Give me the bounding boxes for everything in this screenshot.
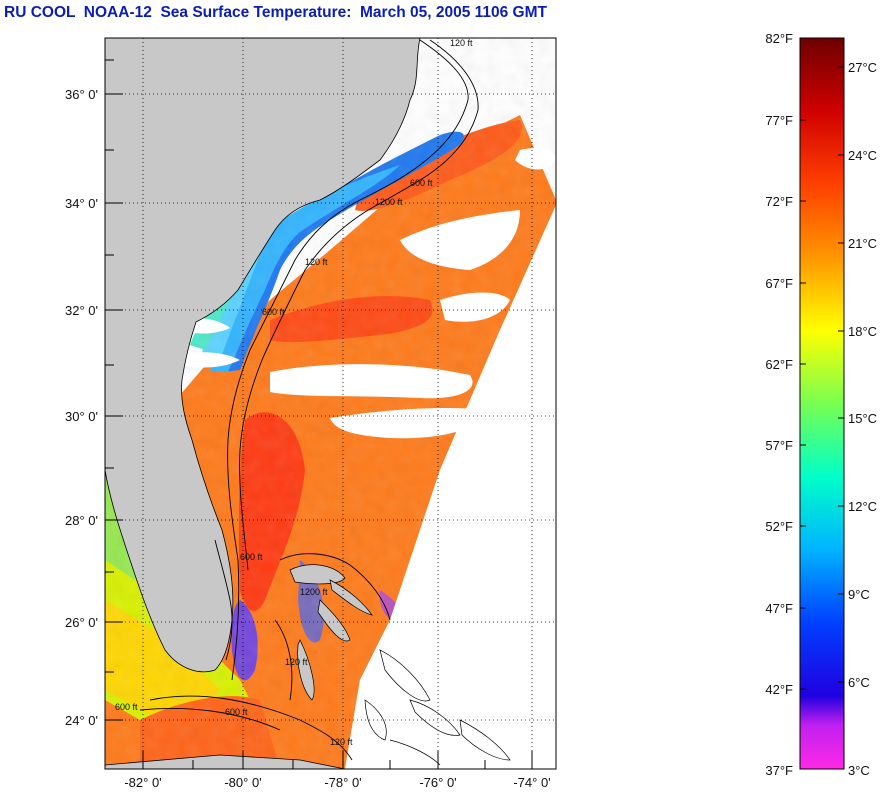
contour-label: 120 ft <box>330 737 353 747</box>
lat-label: 24° 0' <box>65 713 98 728</box>
axis-ticks <box>105 59 533 769</box>
contour-label: 600 ft <box>240 552 263 562</box>
lon-label: -82° 0' <box>124 775 161 790</box>
longitude-labels: -82° 0' -80° 0' -78° 0' -76° 0' -74° 0' <box>124 775 550 790</box>
cb-c-label: 12°C <box>848 499 877 514</box>
cb-c-label: 15°C <box>848 411 877 426</box>
cb-c-label: 27°C <box>848 60 877 75</box>
lon-label: -80° 0' <box>224 775 261 790</box>
contour-label: 1200 ft <box>375 197 403 207</box>
contour-label: 600 ft <box>410 178 433 188</box>
bahamas-islands <box>289 564 373 701</box>
colorbar-ticks <box>800 66 844 690</box>
contour-label: 600 ft <box>262 307 285 317</box>
lat-label: 28° 0' <box>65 513 98 528</box>
cb-f-label: 47°F <box>765 601 793 616</box>
contour-label: 120 ft <box>450 38 473 48</box>
land-mass <box>105 38 421 673</box>
cb-f-label: 57°F <box>765 438 793 453</box>
lat-label: 32° 0' <box>65 303 98 318</box>
contour-label: 120 ft <box>305 257 328 267</box>
map-title: RU COOL NOAA-12 Sea Surface Temperature:… <box>4 4 547 21</box>
contour-label: 120 ft <box>285 657 308 667</box>
cb-c-label: 21°C <box>848 236 877 251</box>
bathymetry-contours <box>139 39 479 761</box>
colorbar-celsius-labels: 27°C 24°C 21°C 18°C 15°C 12°C 9°C 6°C 3°… <box>848 60 877 778</box>
cb-f-label: 37°F <box>765 763 793 778</box>
contour-label: 600 ft <box>225 707 248 717</box>
cb-f-label: 67°F <box>765 276 793 291</box>
cb-c-label: 9°C <box>848 587 870 602</box>
lat-label: 36° 0' <box>65 87 98 102</box>
cb-f-label: 82°F <box>765 31 793 46</box>
colorbar-fahrenheit-labels: 82°F 77°F 72°F 67°F 62°F 57°F 52°F 47°F … <box>765 31 793 778</box>
cb-f-label: 42°F <box>765 682 793 697</box>
colorbar <box>799 37 845 770</box>
lon-label: -78° 0' <box>324 775 361 790</box>
cb-c-label: 3°C <box>848 763 870 778</box>
map-frame <box>104 37 557 770</box>
contour-label: 1200 ft <box>300 587 328 597</box>
lat-label: 30° 0' <box>65 409 98 424</box>
cb-f-label: 72°F <box>765 194 793 209</box>
lat-label: 26° 0' <box>65 615 98 630</box>
latitude-labels: 36° 0' 34° 0' 32° 0' 30° 0' 28° 0' 26° 0… <box>65 87 98 728</box>
lon-label: -76° 0' <box>419 775 456 790</box>
contour-labels: 120 ft 600 ft 1200 ft 120 ft 600 ft 600 … <box>115 38 473 747</box>
cb-c-label: 24°C <box>848 148 877 163</box>
cb-f-label: 62°F <box>765 357 793 372</box>
island-outlines <box>364 649 511 766</box>
cb-c-label: 6°C <box>848 675 870 690</box>
cb-c-label: 18°C <box>848 324 877 339</box>
sst-imagery: 120 ft 600 ft 1200 ft 120 ft 600 ft 600 … <box>105 38 556 769</box>
lon-label: -74° 0' <box>513 775 550 790</box>
cb-f-label: 52°F <box>765 519 793 534</box>
lat-label: 34° 0' <box>65 196 98 211</box>
cb-f-label: 77°F <box>765 113 793 128</box>
contour-label: 600 ft <box>115 702 138 712</box>
